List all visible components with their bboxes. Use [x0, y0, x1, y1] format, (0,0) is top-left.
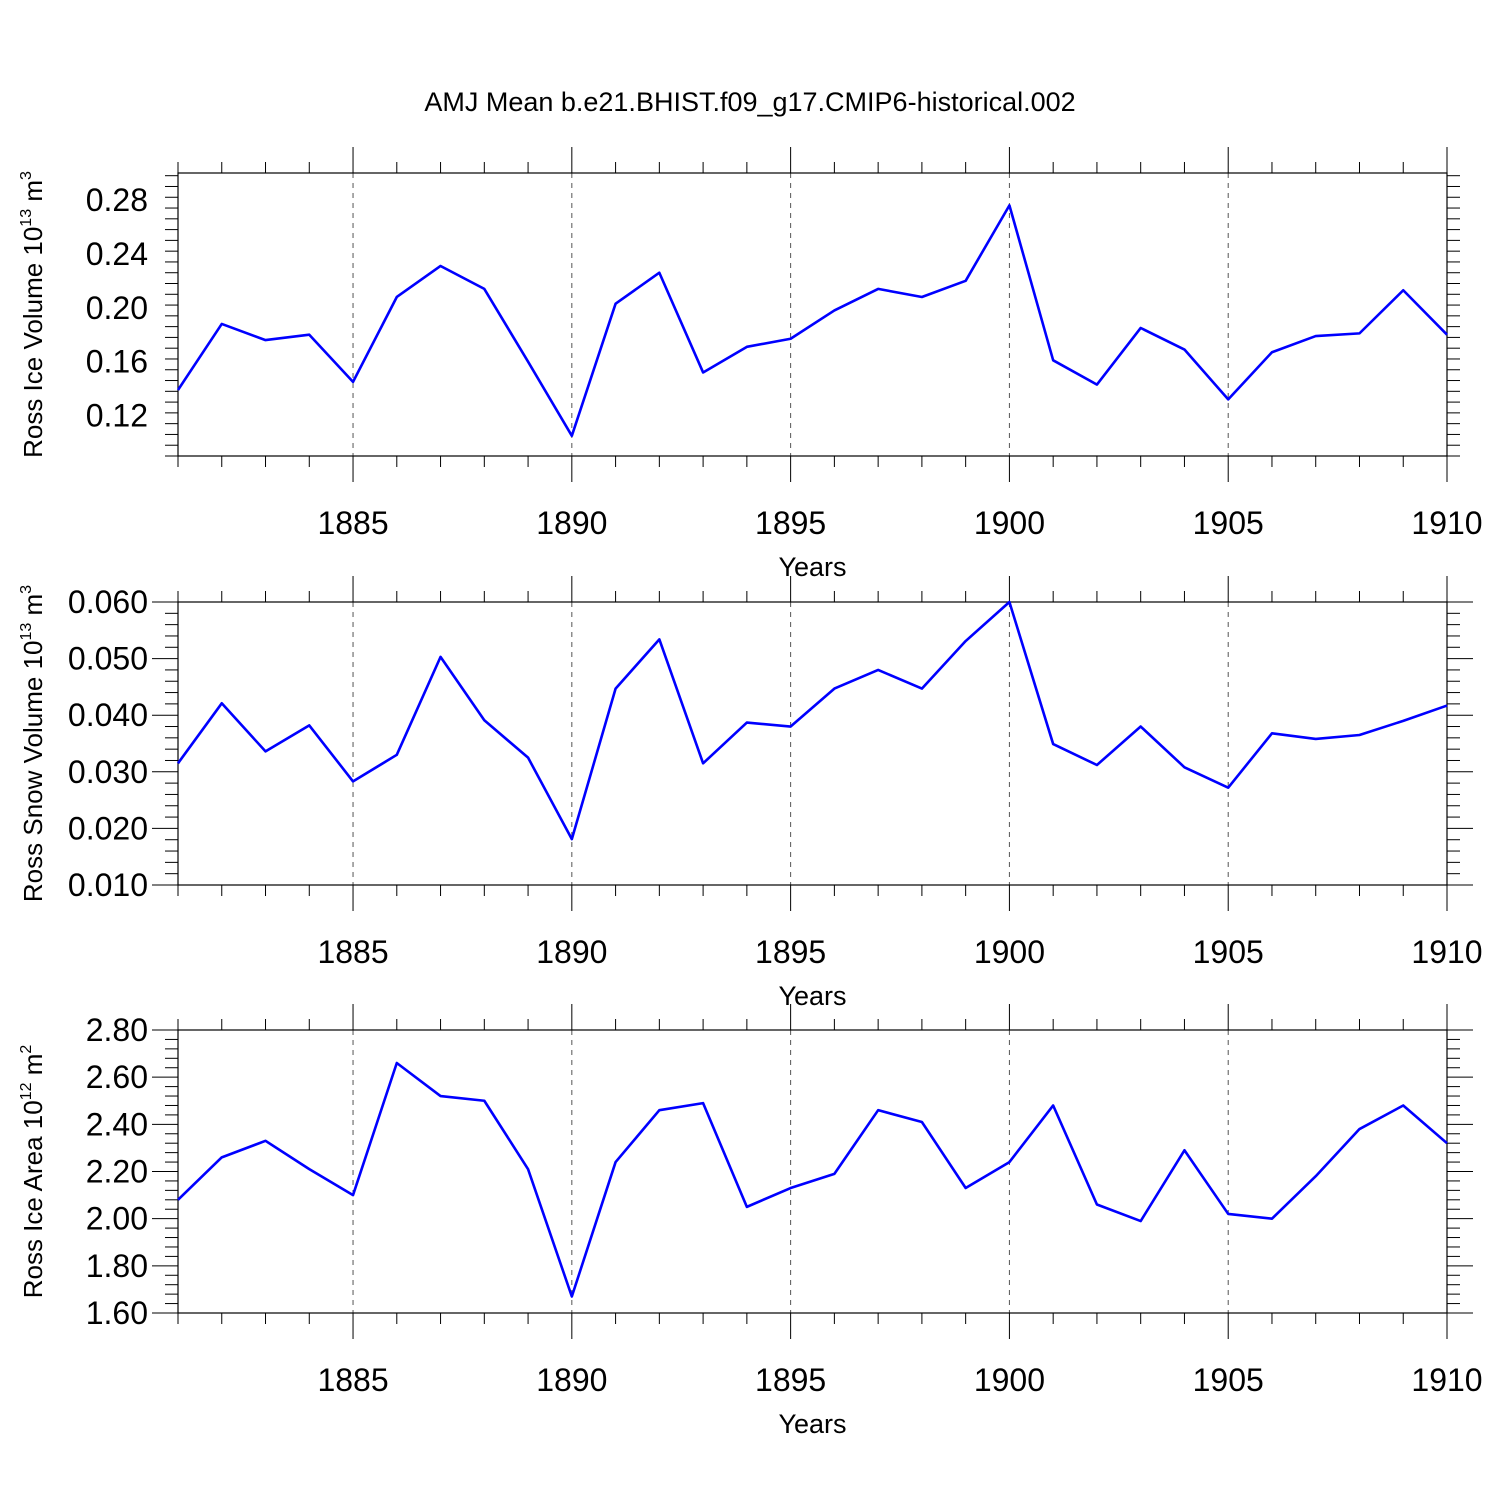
y-tick-label: 0.12 [86, 398, 148, 434]
x-tick-label: 1885 [317, 1362, 388, 1398]
y-axis-title-unit: m [18, 180, 48, 209]
x-tick-label: 1905 [1193, 505, 1264, 541]
chart-title: AMJ Mean b.e21.BHIST.f09_g17.CMIP6-histo… [424, 87, 1075, 117]
x-tick-label: 1890 [536, 934, 607, 970]
x-tick-label: 1895 [755, 934, 826, 970]
y-tick-label: 2.80 [86, 1012, 148, 1048]
y-axis-title-main: Ross Snow Volume 10 [18, 641, 48, 903]
chart-panel-3: 1.60 1.80 2.00 2.20 2.40 2.60 2.80 1885 1890 1895… [18, 1004, 1483, 1439]
y-tick-label: 0.28 [86, 182, 148, 218]
y-tick-label: 2.00 [86, 1201, 148, 1237]
x-tick-label: 1885 [317, 934, 388, 970]
y-tick-label: 1.80 [86, 1248, 148, 1284]
y-axis-title-exponent: 12 [18, 1082, 35, 1100]
x-tick-label: 1910 [1411, 1362, 1482, 1398]
x-tick-label: 1905 [1193, 934, 1264, 970]
y-axis-title-unit: m [18, 594, 48, 623]
y-axis-title-unit-exponent: 2 [18, 1045, 35, 1054]
y-axis-title-unit-exponent: 3 [18, 585, 35, 594]
y-tick-label: 0.040 [68, 697, 148, 733]
y-tick-label: 2.60 [86, 1059, 148, 1095]
series-line [176, 600, 1448, 841]
y-axis-title-unit-exponent: 3 [18, 171, 35, 180]
plot-frame [177, 601, 1448, 886]
y-axis-title-main: Ross Ice Volume 10 [18, 227, 48, 458]
y-tick-label: 2.40 [86, 1106, 148, 1142]
chart-panel-2: 0.010 0.020 0.030 0.040 0.050 0.060 1885 1890 18… [18, 576, 1483, 1011]
x-axis-title: Years [778, 981, 846, 1011]
y-tick-label: 0.030 [68, 754, 148, 790]
y-tick-label: 0.050 [68, 641, 148, 677]
x-tick-label: 1890 [536, 1362, 607, 1398]
y-axis-title: Ross Ice Area 1012 m2 [18, 1045, 48, 1299]
y-tick-label: 0.16 [86, 344, 148, 380]
x-tick-label: 1900 [974, 505, 1045, 541]
y-tick-label: 1.60 [86, 1295, 148, 1331]
x-tick-label: 1890 [536, 505, 607, 541]
panels-group: 0.12 0.16 0.20 0.24 0.28 1885 1890 1895 1900 1905… [18, 147, 1483, 1439]
y-tick-label: 0.060 [68, 584, 148, 620]
x-tick-label: 1895 [755, 1362, 826, 1398]
y-tick-label: 2.20 [86, 1154, 148, 1190]
series-line [177, 1061, 1448, 1298]
y-tick-label: 0.24 [86, 236, 148, 272]
y-axis-title-exponent: 13 [18, 209, 35, 227]
x-axis-title: Years [778, 552, 846, 582]
y-tick-label: 0.020 [68, 810, 148, 846]
x-tick-label: 1910 [1411, 505, 1482, 541]
y-tick-label: 0.20 [86, 290, 148, 326]
x-tick-label: 1905 [1193, 1362, 1264, 1398]
plot-frame [177, 172, 1448, 457]
x-axis-title: Years [778, 1409, 846, 1439]
x-tick-label: 1895 [755, 505, 826, 541]
x-tick-label: 1885 [317, 505, 388, 541]
y-axis-title: Ross Ice Volume 1013 m3 [18, 171, 48, 458]
x-tick-label: 1900 [974, 1362, 1045, 1398]
chart-panel-1: 0.12 0.16 0.20 0.24 0.28 1885 1890 1895 1900 1905… [18, 147, 1483, 582]
y-tick-label: 0.010 [68, 867, 148, 903]
series-line [176, 204, 1448, 438]
y-axis-title-main: Ross Ice Area 10 [18, 1100, 48, 1298]
y-axis-title-exponent: 13 [18, 623, 35, 641]
x-tick-label: 1900 [974, 934, 1045, 970]
y-axis-title-unit: m [18, 1054, 48, 1083]
plot-frame [177, 1029, 1448, 1314]
x-tick-label: 1910 [1411, 934, 1482, 970]
y-axis-title: Ross Snow Volume 1013 m3 [18, 585, 48, 902]
